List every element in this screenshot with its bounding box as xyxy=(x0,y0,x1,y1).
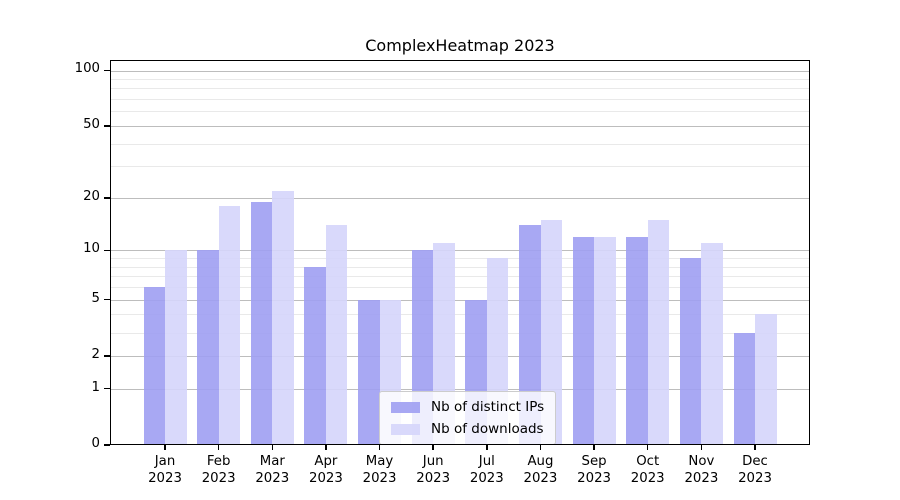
y-tick-mark-2 xyxy=(104,355,110,357)
gridline-y-5 xyxy=(110,299,810,301)
x-tick-label-oct: Oct 2023 xyxy=(630,454,665,487)
y-tick-label-0: 0 xyxy=(91,436,100,451)
x-tick-label-nov: Nov 2023 xyxy=(684,454,719,487)
x-tick-mark-feb xyxy=(217,445,220,450)
x-tick-label-aug: Aug 2023 xyxy=(523,454,558,487)
y-tick-label-100: 100 xyxy=(74,61,100,77)
gridline-y-9 xyxy=(110,258,810,260)
bar-downloads-mar xyxy=(272,190,294,445)
x-tick-mark-apr xyxy=(325,445,327,450)
bar-downloads-feb xyxy=(218,206,241,445)
x-tick-mark-oct xyxy=(647,445,649,450)
x-tick-mark-jun xyxy=(432,445,434,450)
gridline-y-80 xyxy=(110,88,810,90)
y-tick-label-10: 10 xyxy=(83,241,100,257)
gridline-y-6 xyxy=(110,287,810,289)
x-tick-mark-may xyxy=(378,445,381,450)
y-tick-label-2: 2 xyxy=(91,346,100,362)
plot-area: Nb of distinct IPs Nb of downloads xyxy=(110,60,810,445)
bar-downloads-jan xyxy=(165,250,187,445)
bar-ips-jan xyxy=(143,287,165,445)
legend-label-distinct-ips: Nb of distinct IPs xyxy=(431,399,545,415)
gridline-y-100 xyxy=(110,70,810,72)
y-tick-mark-5 xyxy=(104,298,110,301)
gridline-y-2 xyxy=(110,355,810,357)
gridline-y-50 xyxy=(110,125,810,127)
x-tick-mark-jul xyxy=(486,445,488,450)
bar-ips-dec xyxy=(733,332,755,445)
x-tick-label-jun: Jun 2023 xyxy=(416,454,451,487)
legend-label-downloads: Nb of downloads xyxy=(431,421,544,437)
x-tick-label-dec: Dec 2023 xyxy=(738,454,772,487)
bar-ips-mar xyxy=(250,201,273,445)
legend-swatch-downloads xyxy=(391,423,420,435)
bar-ips-oct xyxy=(626,236,648,445)
y-tick-label-50: 50 xyxy=(83,116,100,132)
legend: Nb of distinct IPs Nb of downloads xyxy=(379,391,557,445)
bar-downloads-sep xyxy=(594,236,616,445)
y-tick-label-1: 1 xyxy=(91,379,100,395)
gridline-y-30 xyxy=(110,166,810,168)
bar-ips-may xyxy=(358,299,380,445)
gridline-y-7 xyxy=(110,276,810,278)
y-tick-mark-10 xyxy=(104,249,110,252)
x-tick-mark-dec xyxy=(754,445,756,450)
gridline-y-8 xyxy=(110,266,810,268)
x-tick-label-jul: Jul 2023 xyxy=(469,454,504,487)
x-tick-label-sep: Sep 2023 xyxy=(577,454,611,487)
bar-downloads-dec xyxy=(755,314,777,445)
bar-downloads-nov xyxy=(701,243,723,445)
bar-ips-sep xyxy=(572,236,595,445)
y-tick-mark-1 xyxy=(104,388,110,390)
x-tick-mark-nov xyxy=(700,445,703,450)
bar-ips-nov xyxy=(679,258,702,445)
x-tick-label-may: May 2023 xyxy=(362,454,397,487)
gridline-y-70 xyxy=(110,99,810,101)
bar-downloads-aug xyxy=(540,220,562,445)
y-tick-mark-50 xyxy=(104,125,110,127)
bar-downloads-apr xyxy=(325,225,348,445)
bar-ips-apr xyxy=(304,266,326,445)
y-tick-label-5: 5 xyxy=(91,290,100,306)
x-tick-mark-mar xyxy=(271,445,273,450)
x-tick-mark-sep xyxy=(593,445,595,450)
legend-entry-downloads: Nb of downloads xyxy=(391,421,544,437)
bar-ips-aug xyxy=(519,225,541,445)
gridline-y-60 xyxy=(110,111,810,113)
gridline-y-20 xyxy=(110,197,810,199)
gridline-y-40 xyxy=(110,143,810,145)
gridline-y-90 xyxy=(110,78,810,80)
legend-swatch-distinct-ips xyxy=(391,401,420,413)
y-tick-mark-100 xyxy=(104,69,110,72)
chart-title: ComplexHeatmap 2023 xyxy=(365,36,555,55)
x-tick-label-jan: Jan 2023 xyxy=(148,454,182,487)
gridline-y-10 xyxy=(110,250,810,252)
y-tick-label-20: 20 xyxy=(83,188,100,204)
legend-entry-distinct-ips: Nb of distinct IPs xyxy=(391,399,544,415)
x-tick-label-apr: Apr 2023 xyxy=(308,454,343,487)
x-tick-label-mar: Mar 2023 xyxy=(255,454,290,487)
x-tick-mark-aug xyxy=(539,445,542,450)
bar-downloads-oct xyxy=(647,220,670,445)
gridline-y-3 xyxy=(110,332,810,334)
x-tick-mark-jan xyxy=(164,445,166,450)
y-tick-mark-20 xyxy=(104,197,110,199)
gridline-y-4 xyxy=(110,314,810,316)
bar-ips-feb xyxy=(197,250,219,445)
y-tick-mark-0 xyxy=(104,444,110,446)
x-tick-label-feb: Feb 2023 xyxy=(201,454,236,487)
gridline-y-1 xyxy=(110,388,810,390)
